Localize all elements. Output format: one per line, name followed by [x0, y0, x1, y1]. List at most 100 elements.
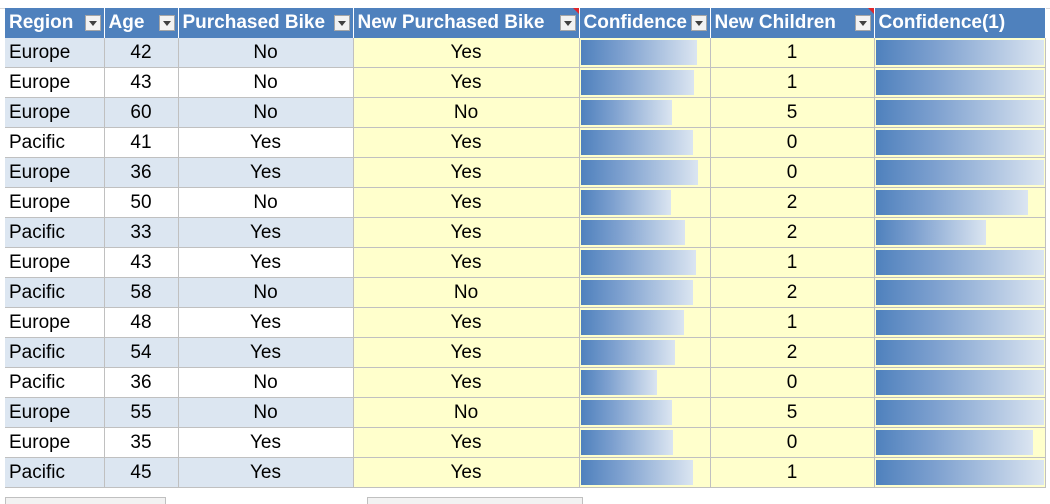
cell-confidence[interactable] — [579, 67, 711, 98]
cell-purchased-bike[interactable]: No — [178, 367, 354, 398]
cell-purchased-bike[interactable]: No — [178, 187, 354, 218]
cell-confidence-1[interactable] — [874, 127, 1046, 158]
cell-new-purchased-bike[interactable]: Yes — [353, 457, 580, 488]
cell-new-children[interactable]: 1 — [710, 457, 875, 488]
comment-indicator-icon[interactable] — [867, 8, 873, 14]
cell-new-children[interactable]: 1 — [710, 307, 875, 338]
cell-new-purchased-bike[interactable]: No — [353, 397, 580, 428]
cell-age[interactable]: 36 — [104, 367, 179, 398]
cell-confidence[interactable] — [579, 157, 711, 188]
cell-new-purchased-bike[interactable]: No — [353, 97, 580, 128]
cell-new-purchased-bike[interactable]: Yes — [353, 427, 580, 458]
cell-confidence[interactable] — [579, 247, 711, 278]
filter-dropdown-icon[interactable] — [158, 15, 175, 31]
filter-dropdown-icon[interactable] — [690, 15, 707, 31]
cell-region[interactable]: Europe — [5, 307, 105, 338]
cell-age[interactable]: 36 — [104, 157, 179, 188]
cell-new-purchased-bike[interactable]: Yes — [353, 67, 580, 98]
cell-age[interactable]: 43 — [104, 67, 179, 98]
cell-new-children[interactable]: 1 — [710, 67, 875, 98]
cell-confidence-1[interactable] — [874, 67, 1046, 98]
cell-age[interactable]: 60 — [104, 97, 179, 128]
cell-confidence[interactable] — [579, 337, 711, 368]
cell-new-purchased-bike[interactable]: Yes — [353, 217, 580, 248]
cell-new-children[interactable]: 0 — [710, 367, 875, 398]
cell-confidence[interactable] — [579, 127, 711, 158]
cell-confidence-1[interactable] — [874, 337, 1046, 368]
cell-purchased-bike[interactable]: Yes — [178, 337, 354, 368]
filter-dropdown-icon[interactable] — [84, 15, 101, 31]
cell-confidence[interactable] — [579, 217, 711, 248]
cell-age[interactable]: 35 — [104, 427, 179, 458]
cell-new-purchased-bike[interactable]: Yes — [353, 187, 580, 218]
cell-confidence[interactable] — [579, 307, 711, 338]
cell-age[interactable]: 48 — [104, 307, 179, 338]
cell-confidence-1[interactable] — [874, 397, 1046, 428]
cell-confidence[interactable] — [579, 38, 711, 68]
cell-age[interactable]: 58 — [104, 277, 179, 308]
cell-region[interactable]: Europe — [5, 427, 105, 458]
cell-new-purchased-bike[interactable]: Yes — [353, 38, 580, 68]
sheet-tab[interactable] — [367, 497, 583, 504]
cell-new-children[interactable]: 2 — [710, 187, 875, 218]
cell-purchased-bike[interactable]: Yes — [178, 307, 354, 338]
filter-dropdown-icon[interactable] — [559, 15, 576, 31]
cell-region[interactable]: Pacific — [5, 127, 105, 158]
cell-new-children[interactable]: 5 — [710, 97, 875, 128]
cell-confidence-1[interactable] — [874, 217, 1046, 248]
cell-confidence-1[interactable] — [874, 247, 1046, 278]
cell-confidence-1[interactable] — [874, 38, 1046, 68]
cell-confidence-1[interactable] — [874, 187, 1046, 218]
cell-purchased-bike[interactable]: Yes — [178, 217, 354, 248]
cell-age[interactable]: 42 — [104, 38, 179, 68]
cell-region[interactable]: Europe — [5, 67, 105, 98]
cell-age[interactable]: 54 — [104, 337, 179, 368]
cell-confidence[interactable] — [579, 187, 711, 218]
cell-new-children[interactable]: 0 — [710, 127, 875, 158]
filter-dropdown-icon[interactable] — [333, 15, 350, 31]
cell-confidence[interactable] — [579, 457, 711, 488]
cell-confidence-1[interactable] — [874, 157, 1046, 188]
cell-new-children[interactable]: 0 — [710, 427, 875, 458]
cell-new-children[interactable]: 0 — [710, 157, 875, 188]
cell-new-purchased-bike[interactable]: Yes — [353, 367, 580, 398]
cell-purchased-bike[interactable]: No — [178, 277, 354, 308]
cell-age[interactable]: 41 — [104, 127, 179, 158]
cell-new-children[interactable]: 1 — [710, 247, 875, 278]
cell-new-children[interactable]: 2 — [710, 277, 875, 308]
cell-new-purchased-bike[interactable]: Yes — [353, 127, 580, 158]
cell-age[interactable]: 33 — [104, 217, 179, 248]
cell-confidence-1[interactable] — [874, 457, 1046, 488]
cell-age[interactable]: 50 — [104, 187, 179, 218]
cell-purchased-bike[interactable]: No — [178, 38, 354, 68]
cell-region[interactable]: Pacific — [5, 337, 105, 368]
cell-region[interactable]: Pacific — [5, 277, 105, 308]
cell-confidence[interactable] — [579, 397, 711, 428]
cell-region[interactable]: Pacific — [5, 457, 105, 488]
cell-confidence[interactable] — [579, 277, 711, 308]
cell-region[interactable]: Europe — [5, 157, 105, 188]
cell-region[interactable]: Pacific — [5, 217, 105, 248]
cell-new-children[interactable]: 1 — [710, 38, 875, 68]
cell-confidence-1[interactable] — [874, 307, 1046, 338]
cell-region[interactable]: Europe — [5, 97, 105, 128]
cell-region[interactable]: Pacific — [5, 367, 105, 398]
cell-purchased-bike[interactable]: Yes — [178, 127, 354, 158]
cell-confidence-1[interactable] — [874, 277, 1046, 308]
filter-dropdown-icon[interactable] — [854, 15, 871, 31]
cell-confidence[interactable] — [579, 427, 711, 458]
cell-region[interactable]: Europe — [5, 38, 105, 68]
cell-confidence[interactable] — [579, 97, 711, 128]
cell-new-children[interactable]: 2 — [710, 337, 875, 368]
cell-confidence[interactable] — [579, 367, 711, 398]
cell-confidence-1[interactable] — [874, 427, 1046, 458]
cell-purchased-bike[interactable]: Yes — [178, 457, 354, 488]
cell-confidence-1[interactable] — [874, 367, 1046, 398]
cell-region[interactable]: Europe — [5, 187, 105, 218]
cell-purchased-bike[interactable]: Yes — [178, 427, 354, 458]
cell-age[interactable]: 43 — [104, 247, 179, 278]
cell-new-purchased-bike[interactable]: No — [353, 277, 580, 308]
cell-purchased-bike[interactable]: Yes — [178, 157, 354, 188]
cell-new-purchased-bike[interactable]: Yes — [353, 307, 580, 338]
cell-confidence-1[interactable] — [874, 97, 1046, 128]
